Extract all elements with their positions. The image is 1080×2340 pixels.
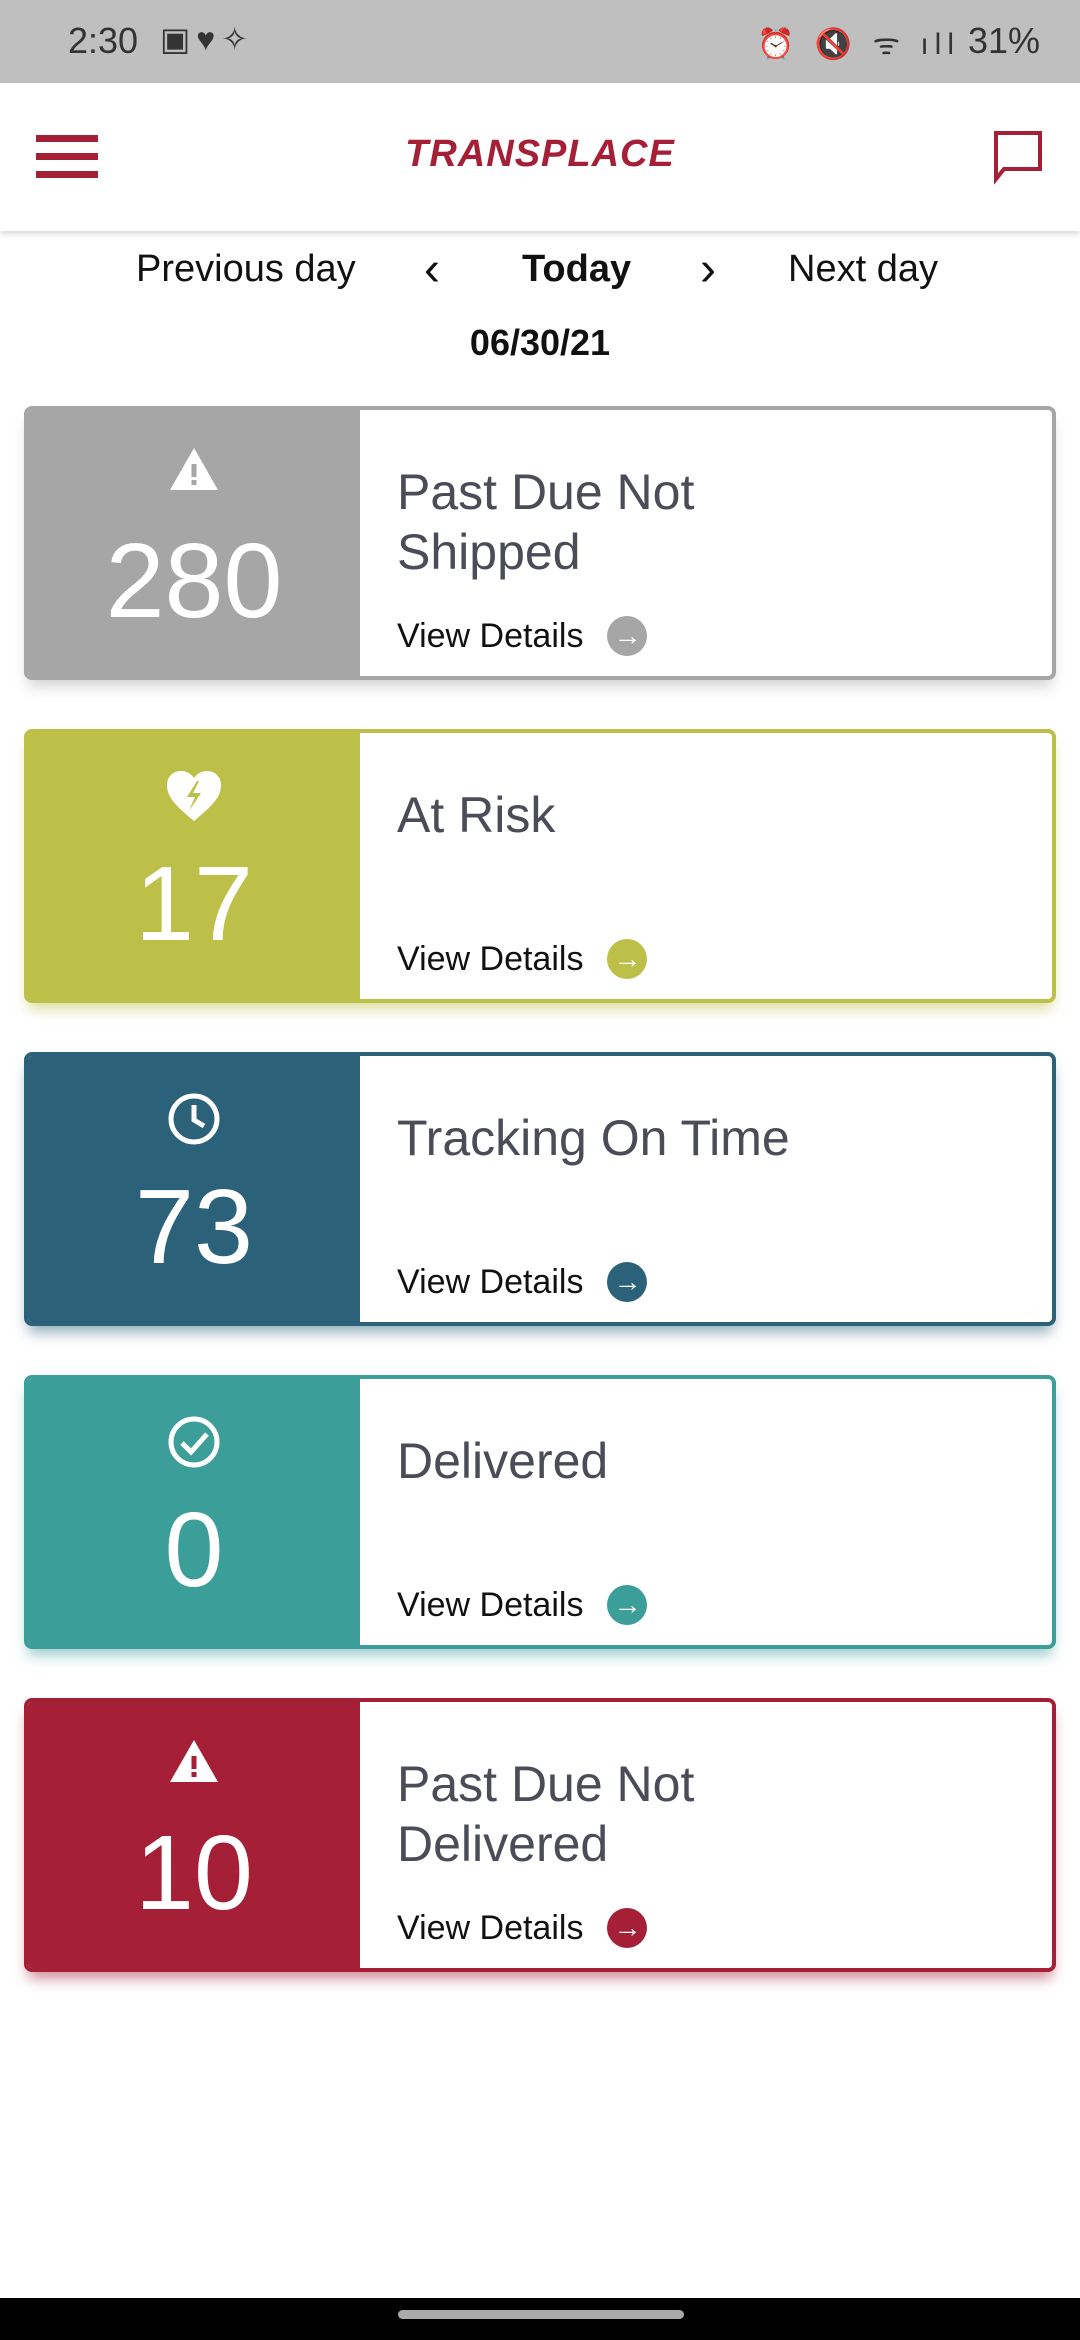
count-panel: 280: [28, 410, 360, 676]
status-bar: 2:30 ▣♥✧ ⏰ 🔇 ᯤ ıll 31%: [0, 0, 1080, 83]
arrow-right-icon[interactable]: →: [607, 616, 648, 656]
count-panel: 0: [28, 1379, 360, 1645]
view-details-link[interactable]: View Details →: [397, 616, 648, 656]
system-icons: ⏰ 🔇 ᯤ ıll: [757, 28, 960, 61]
card-title: Past Due Not Delivered: [397, 1756, 695, 1872]
count-panel: 73: [28, 1056, 360, 1322]
chat-icon[interactable]: [992, 129, 1044, 185]
view-details-label: View Details: [397, 1262, 584, 1301]
shipment-count: 280: [105, 522, 283, 640]
app-header: TRANSPLACE: [0, 83, 1080, 231]
view-details-label: View Details: [397, 616, 584, 655]
arrow-right-icon[interactable]: →: [607, 939, 648, 979]
current-date: 06/30/21: [469, 322, 611, 363]
next-day-button[interactable]: Next day: [788, 248, 938, 290]
day-navigation: Previous day ‹ Today › Next day: [0, 243, 1080, 298]
transplace-logo: TRANSPLACE: [405, 133, 675, 175]
shipment-count: 17: [135, 845, 253, 963]
view-details-link[interactable]: View Details →: [397, 1262, 648, 1302]
view-details-label: View Details: [397, 1585, 584, 1624]
arrow-right-icon[interactable]: →: [607, 1585, 648, 1625]
check-circle-icon: [28, 1415, 360, 1471]
card-title: Delivered: [397, 1433, 609, 1489]
chevron-right-icon[interactable]: ›: [700, 243, 716, 296]
count-panel: 10: [28, 1702, 360, 1968]
chevron-left-icon[interactable]: ‹: [424, 243, 440, 296]
home-handle[interactable]: [398, 2310, 684, 2319]
shipment-count: 0: [164, 1491, 224, 1609]
navigation-bar: [0, 2298, 1080, 2340]
view-details-label: View Details: [397, 939, 584, 978]
battery-level: 31%: [967, 20, 1040, 61]
warning-icon: [28, 446, 360, 502]
broken-heart-icon: [28, 769, 360, 825]
view-details-label: View Details: [397, 1908, 584, 1947]
arrow-right-icon[interactable]: →: [607, 1262, 648, 1302]
status-card[interactable]: 10 Past Due Not Delivered View Details →: [24, 1698, 1056, 1972]
today-label: Today: [522, 248, 632, 290]
status-card[interactable]: 280 Past Due Not Shipped View Details →: [24, 406, 1056, 680]
count-panel: 17: [28, 733, 360, 999]
card-title: Tracking On Time: [397, 1110, 790, 1166]
view-details-link[interactable]: View Details →: [397, 1908, 648, 1948]
clock: 2:30: [68, 20, 139, 61]
card-title: At Risk: [397, 787, 556, 843]
status-card[interactable]: 73 Tracking On Time View Details →: [24, 1052, 1056, 1326]
clock-icon: [28, 1092, 360, 1148]
view-details-link[interactable]: View Details →: [397, 939, 648, 979]
previous-day-button[interactable]: Previous day: [136, 248, 356, 290]
card-title: Past Due Not Shipped: [397, 464, 695, 580]
hamburger-menu-icon[interactable]: [36, 135, 98, 179]
warning-icon: [28, 1738, 360, 1794]
status-card[interactable]: 0 Delivered View Details →: [24, 1375, 1056, 1649]
status-card[interactable]: 17 At Risk View Details →: [24, 729, 1056, 1003]
arrow-right-icon[interactable]: →: [607, 1908, 648, 1948]
shipment-count: 73: [135, 1168, 253, 1286]
notification-icons: ▣♥✧: [160, 21, 255, 57]
view-details-link[interactable]: View Details →: [397, 1585, 648, 1625]
shipment-count: 10: [135, 1814, 253, 1932]
